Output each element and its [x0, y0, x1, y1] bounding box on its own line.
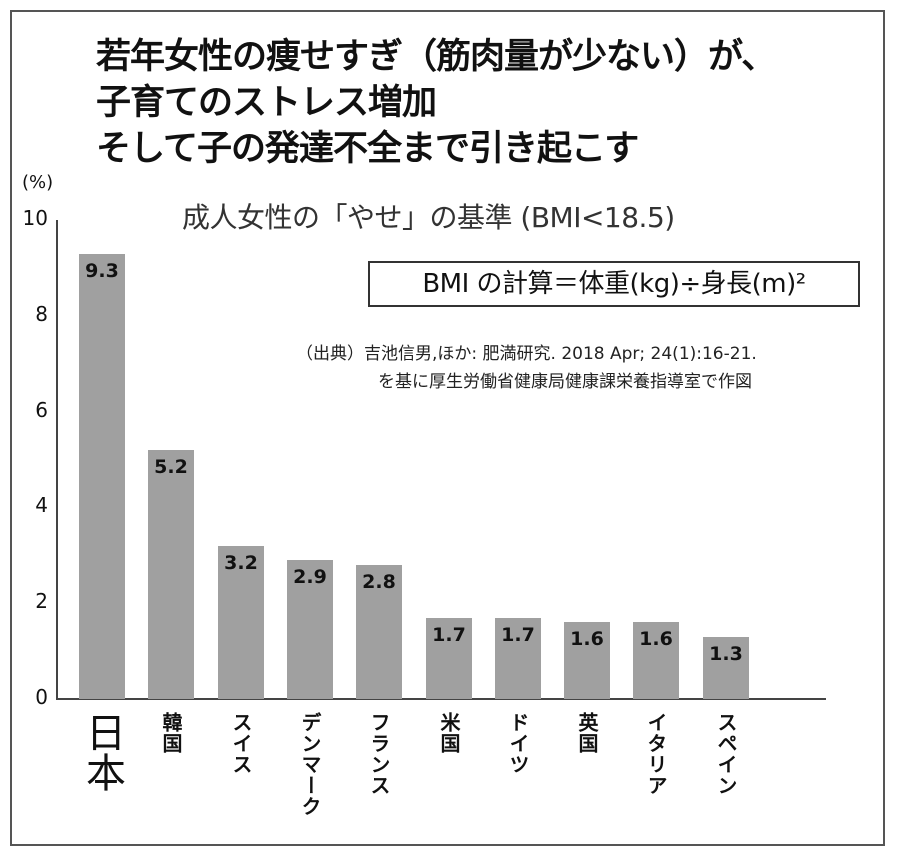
- category-label: 韓国: [159, 712, 183, 754]
- bar: 9.3: [79, 254, 125, 699]
- headline-line-2: 子育てのストレス増加: [96, 83, 437, 123]
- y-tick-label: 4: [35, 493, 48, 518]
- headline: 若年女性の痩せすぎ（筋肉量が少ない）が、 子育てのストレス増加 そして子の発達不…: [96, 34, 776, 172]
- bar: 5.2: [148, 450, 194, 699]
- bar-value-label: 1.6: [639, 628, 673, 650]
- bar-value-label: 9.3: [85, 260, 119, 282]
- bmi-formula-box: BMI の計算＝体重(kg)÷身長(m)²: [368, 261, 860, 307]
- category-label: イタリア: [644, 712, 668, 796]
- bar-value-label: 5.2: [154, 456, 188, 478]
- bar-value-label: 1.3: [709, 643, 743, 665]
- y-tick-label: 2: [35, 589, 48, 614]
- bar-value-label: 1.7: [432, 624, 466, 646]
- bar: 1.7: [426, 618, 472, 699]
- category-label: デンマーク: [298, 712, 322, 817]
- y-axis-line: [56, 220, 58, 700]
- chart-title: 成人女性の「やせ」の基準 (BMI<18.5): [182, 201, 675, 234]
- bar: 3.2: [218, 546, 264, 699]
- bar-value-label: 3.2: [224, 552, 258, 574]
- headline-line-3: そして子の発達不全まで引き起こす: [96, 129, 639, 169]
- bar-value-label: 2.9: [293, 566, 327, 588]
- source-line-2: を基に厚生労働省健康局健康課栄養指導室で作図: [378, 372, 752, 392]
- y-tick-label: 10: [22, 206, 48, 230]
- y-axis-unit: (%): [22, 172, 54, 193]
- source-line-1: （出典）吉池信男,ほか: 肥満研究. 2018 Apr; 24(1):16-21…: [296, 344, 757, 364]
- bar: 1.3: [703, 637, 749, 699]
- category-label: ドイツ: [506, 712, 530, 775]
- bar: 1.7: [495, 618, 541, 699]
- x-axis-line: [56, 698, 826, 700]
- category-label: 英国: [575, 712, 599, 754]
- source-citation: （出典）吉池信男,ほか: 肥満研究. 2018 Apr; 24(1):16-21…: [296, 340, 757, 396]
- y-tick-label: 0: [35, 685, 48, 709]
- bar: 1.6: [633, 622, 679, 699]
- headline-line-1: 若年女性の痩せすぎ（筋肉量が少ない）が、: [96, 37, 776, 77]
- bar-value-label: 1.6: [570, 628, 604, 650]
- category-label: 日本: [79, 712, 125, 792]
- y-tick-label: 6: [35, 397, 48, 422]
- figure-frame: [10, 10, 885, 846]
- bar-value-label: 1.7: [501, 624, 535, 646]
- category-label: 米国: [437, 712, 461, 754]
- bar-value-label: 2.8: [362, 571, 396, 593]
- category-label: スイス: [229, 712, 253, 775]
- y-tick-label: 8: [35, 301, 48, 326]
- category-label: スペイン: [714, 712, 738, 796]
- bar: 2.9: [287, 560, 333, 699]
- bar: 1.6: [564, 622, 610, 699]
- bar: 2.8: [356, 565, 402, 699]
- category-label: フランス: [367, 712, 391, 796]
